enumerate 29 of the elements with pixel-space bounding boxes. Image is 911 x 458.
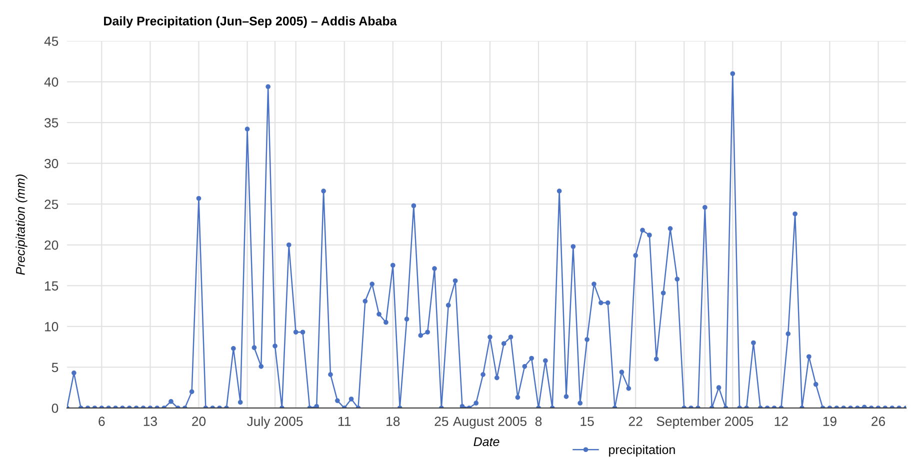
y-tick-label: 45 — [44, 36, 58, 46]
y-tick-label: 10 — [45, 322, 58, 332]
chart-title: Daily Precipitation (Jun–Sep 2005) – Addis Ababa — [104, 16, 397, 28]
x-tick-label: 12 — [774, 416, 788, 426]
y-tick-label: 0 — [52, 404, 58, 413]
legend-label: precipitation — [609, 444, 675, 457]
x-tick-label: 15 — [580, 416, 594, 426]
y-tick-label: 20 — [44, 240, 58, 250]
x-tick-label: 18 — [386, 416, 400, 426]
x-tick-label: 19 — [823, 416, 836, 426]
x-tick-label: September 2005 — [656, 416, 754, 429]
y-tick-label: 15 — [45, 281, 58, 291]
x-tick-label: 11 — [338, 416, 351, 426]
x-tick-label: 6 — [98, 416, 105, 426]
x-tick-label: 20 — [192, 416, 206, 426]
x-tick-label: 25 — [434, 416, 448, 426]
x-tick-label: August 2005 — [452, 416, 526, 429]
y-tick-label: 25 — [44, 200, 58, 210]
y-tick-label: 30 — [44, 158, 58, 168]
y-axis-title: Precipitation (mm) — [16, 174, 28, 275]
y-tick-label: 35 — [44, 118, 58, 128]
x-tick-label: 26 — [872, 416, 886, 426]
x-tick-label: 8 — [535, 416, 542, 426]
x-tick-label: 13 — [144, 416, 157, 426]
y-tick-label: 5 — [52, 362, 58, 372]
x-tick-label: 22 — [628, 416, 642, 426]
y-tick-label: 40 — [44, 77, 58, 87]
x-axis-title: Date — [474, 437, 500, 446]
x-tick-label: July 2005 — [246, 416, 303, 429]
